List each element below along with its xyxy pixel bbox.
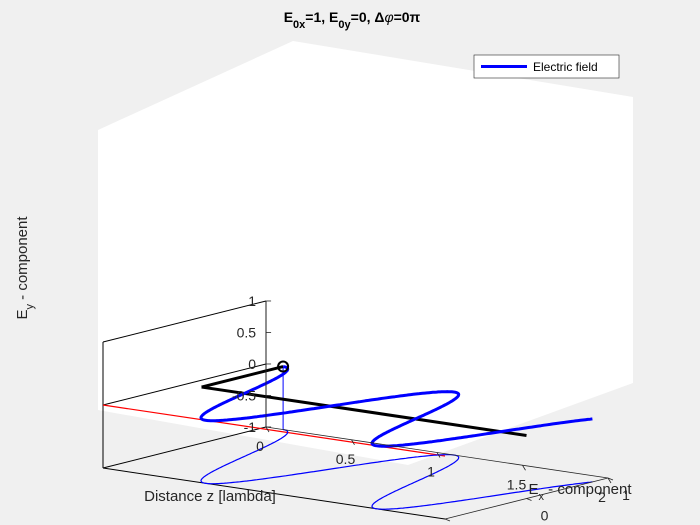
z-tick-label: 0.5 (336, 451, 356, 467)
field-vector (201, 365, 284, 389)
legend-label-electric-field: Electric field (533, 60, 598, 74)
z-axis-line (265, 426, 609, 479)
z-tick-mark (607, 477, 612, 484)
z-tick-label: 0 (256, 438, 264, 454)
z-tick-mark (351, 439, 355, 445)
z-tick-mark (436, 452, 441, 458)
floor-projection (200, 429, 593, 510)
electric-field-series (199, 360, 593, 448)
legend: Electric field (473, 54, 620, 79)
ey-tick-label: 0.5 (237, 324, 257, 340)
box-edge (102, 426, 267, 469)
ex-tick-mark (444, 518, 451, 522)
ey-tick-label: -1 (244, 419, 257, 435)
box-zero-line (102, 363, 267, 406)
chart-title: E0x=1, E0y=0, Δφ=0π (284, 9, 421, 31)
ey-tick-label: 0 (248, 356, 256, 372)
box-edge (102, 467, 446, 520)
z-tick-label: 2 (598, 489, 606, 505)
series-electric-field (199, 365, 593, 448)
ex-tick-label: 1 (622, 487, 630, 503)
ey-tick-label: 1 (248, 293, 256, 309)
z-tick-label: 1.5 (507, 476, 527, 492)
z-axis-label: Distance z [lambda] (144, 488, 276, 505)
z-tick-label: 1 (427, 464, 435, 480)
z-tick-mark (265, 426, 270, 433)
ex-tick-label: 0 (541, 508, 549, 524)
ey-tick-label: -0.5 (232, 387, 256, 403)
propagation-axis (201, 385, 527, 437)
ex-axis-line (444, 477, 609, 520)
y-axis-label: Ey - component (14, 216, 36, 320)
ex-tick-mark (607, 477, 614, 481)
field-marker (277, 360, 290, 373)
z-tick-mark (522, 465, 526, 471)
x-axis-label: Ex - component (528, 481, 632, 503)
legend-box (473, 54, 620, 79)
axes-background (98, 41, 633, 465)
ex-tick-mark (526, 498, 532, 501)
box-edge (102, 300, 267, 343)
